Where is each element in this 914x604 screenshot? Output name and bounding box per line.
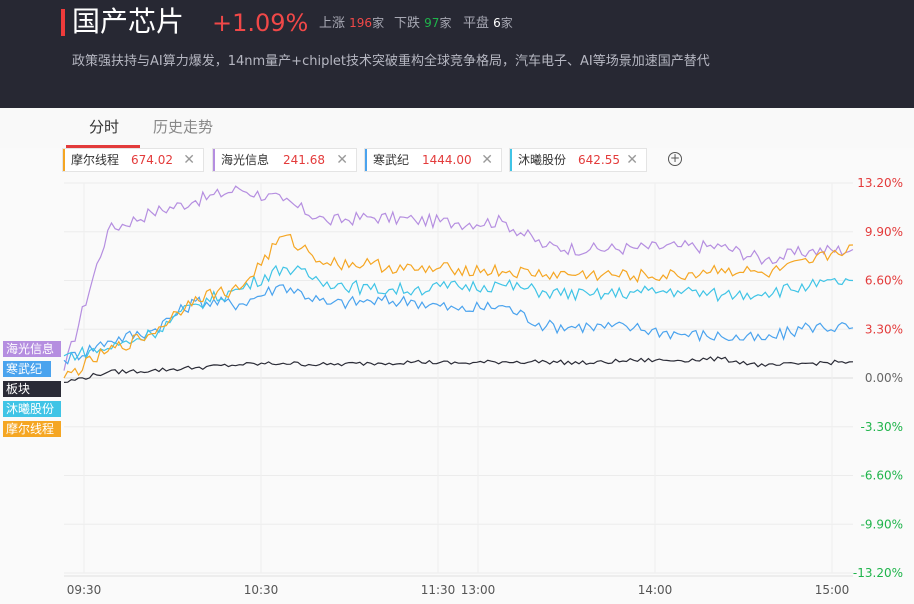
chart-area xyxy=(0,148,914,604)
close-icon[interactable]: ✕ xyxy=(481,152,493,168)
legend-tag-label: 沐曦股份 xyxy=(6,402,54,416)
chip-name: 摩尔线程 xyxy=(71,153,120,167)
legend-tag-label: 海光信息 xyxy=(6,341,54,356)
chip-price: 642.55 xyxy=(578,153,620,167)
chip-color-bar xyxy=(365,149,367,171)
chip-price: 674.02 xyxy=(131,153,173,167)
chip-name: 沐曦股份 xyxy=(518,153,567,167)
down-label: 下跌 xyxy=(394,16,421,31)
tab-intraday[interactable]: 分时 xyxy=(89,118,120,136)
legend-tag xyxy=(3,341,61,357)
flat-label: 平盘 xyxy=(463,16,490,31)
stock-chip-moore[interactable]: 摩尔线程 674.02 ✕ xyxy=(62,148,204,172)
chip-price: 241.68 xyxy=(283,153,325,167)
sector-description: 政策强扶持与AI算力爆发，14nm量产+chiplet技术突破重构全球竞争格局，… xyxy=(72,54,710,69)
chip-price: 1444.00 xyxy=(422,153,472,167)
sector-title: 国产芯片 xyxy=(72,5,185,38)
legend-tag xyxy=(3,361,51,377)
flat-count: 6 xyxy=(493,16,501,30)
tab-history[interactable]: 历史走势 xyxy=(153,118,214,136)
title-accent-bar xyxy=(61,9,65,36)
stock-chip-cambricon[interactable]: 寒武纪 1444.00 ✕ xyxy=(364,148,502,172)
down-unit: 家 xyxy=(439,16,452,30)
active-tab-underline xyxy=(66,145,140,148)
y-tick-label: 3.30% xyxy=(865,322,903,336)
chip-color-bar xyxy=(510,149,512,171)
x-tick-label: 13:00 xyxy=(461,583,496,597)
flat-unit: 家 xyxy=(500,16,513,30)
up-label: 上涨 xyxy=(319,16,346,31)
series-line xyxy=(63,185,854,371)
stock-chip-hygon[interactable]: 海光信息 241.68 ✕ xyxy=(212,148,357,172)
close-icon[interactable]: ✕ xyxy=(183,152,195,168)
y-tick-label: 6.60% xyxy=(865,274,903,288)
down-count-stat: 下跌 97家 xyxy=(394,14,451,33)
y-tick-label: -9.90% xyxy=(861,517,903,531)
up-count-stat: 上涨 196家 xyxy=(319,14,384,33)
y-tick-label: -6.60% xyxy=(861,469,903,483)
x-tick-label: 09:30 xyxy=(67,583,102,597)
close-icon[interactable]: ✕ xyxy=(626,152,638,168)
series-line xyxy=(63,233,854,379)
chip-color-bar xyxy=(63,149,65,171)
legend-tag xyxy=(3,401,61,417)
legend-tag-label: 摩尔线程 xyxy=(6,421,54,436)
down-count: 97 xyxy=(424,16,440,30)
y-tick-label: -3.30% xyxy=(861,420,903,434)
chip-name: 海光信息 xyxy=(221,153,270,167)
y-tick-label: 9.90% xyxy=(865,225,903,239)
legend-tag xyxy=(3,421,61,437)
flat-count-stat: 平盘 6家 xyxy=(463,14,513,33)
chip-color-bar xyxy=(213,149,215,171)
chart-tabs: 分时 历史走势 xyxy=(0,108,914,148)
up-count: 196 xyxy=(349,16,373,30)
y-tick-label: -13.20% xyxy=(853,566,903,580)
y-tick-label: 13.20% xyxy=(857,176,903,190)
x-tick-label: 15:00 xyxy=(815,583,850,597)
chip-name: 寒武纪 xyxy=(373,153,410,167)
x-tick-label: 14:00 xyxy=(638,583,673,597)
series-line xyxy=(63,284,854,365)
close-icon[interactable]: ✕ xyxy=(336,152,348,168)
sector-change: +1.09% xyxy=(212,9,309,37)
x-tick-label: 11:30 xyxy=(421,583,456,597)
x-tick-label: 10:30 xyxy=(244,583,279,597)
legend-tag-label: 板块 xyxy=(6,382,30,396)
y-tick-label: 0.00% xyxy=(865,371,903,385)
stock-chip-metax[interactable]: 沐曦股份 642.55 ✕ xyxy=(509,148,647,172)
legend-tag xyxy=(3,381,61,397)
legend-tag-label: 寒武纪 xyxy=(6,361,42,376)
up-unit: 家 xyxy=(372,16,385,30)
add-stock-icon[interactable]: + xyxy=(668,151,682,166)
series-line xyxy=(63,264,854,362)
series-line xyxy=(63,356,854,383)
sector-header: 国产芯片 +1.09% 上涨 196家 下跌 97家 平盘 6家 政策强扶持与A… xyxy=(0,0,914,108)
